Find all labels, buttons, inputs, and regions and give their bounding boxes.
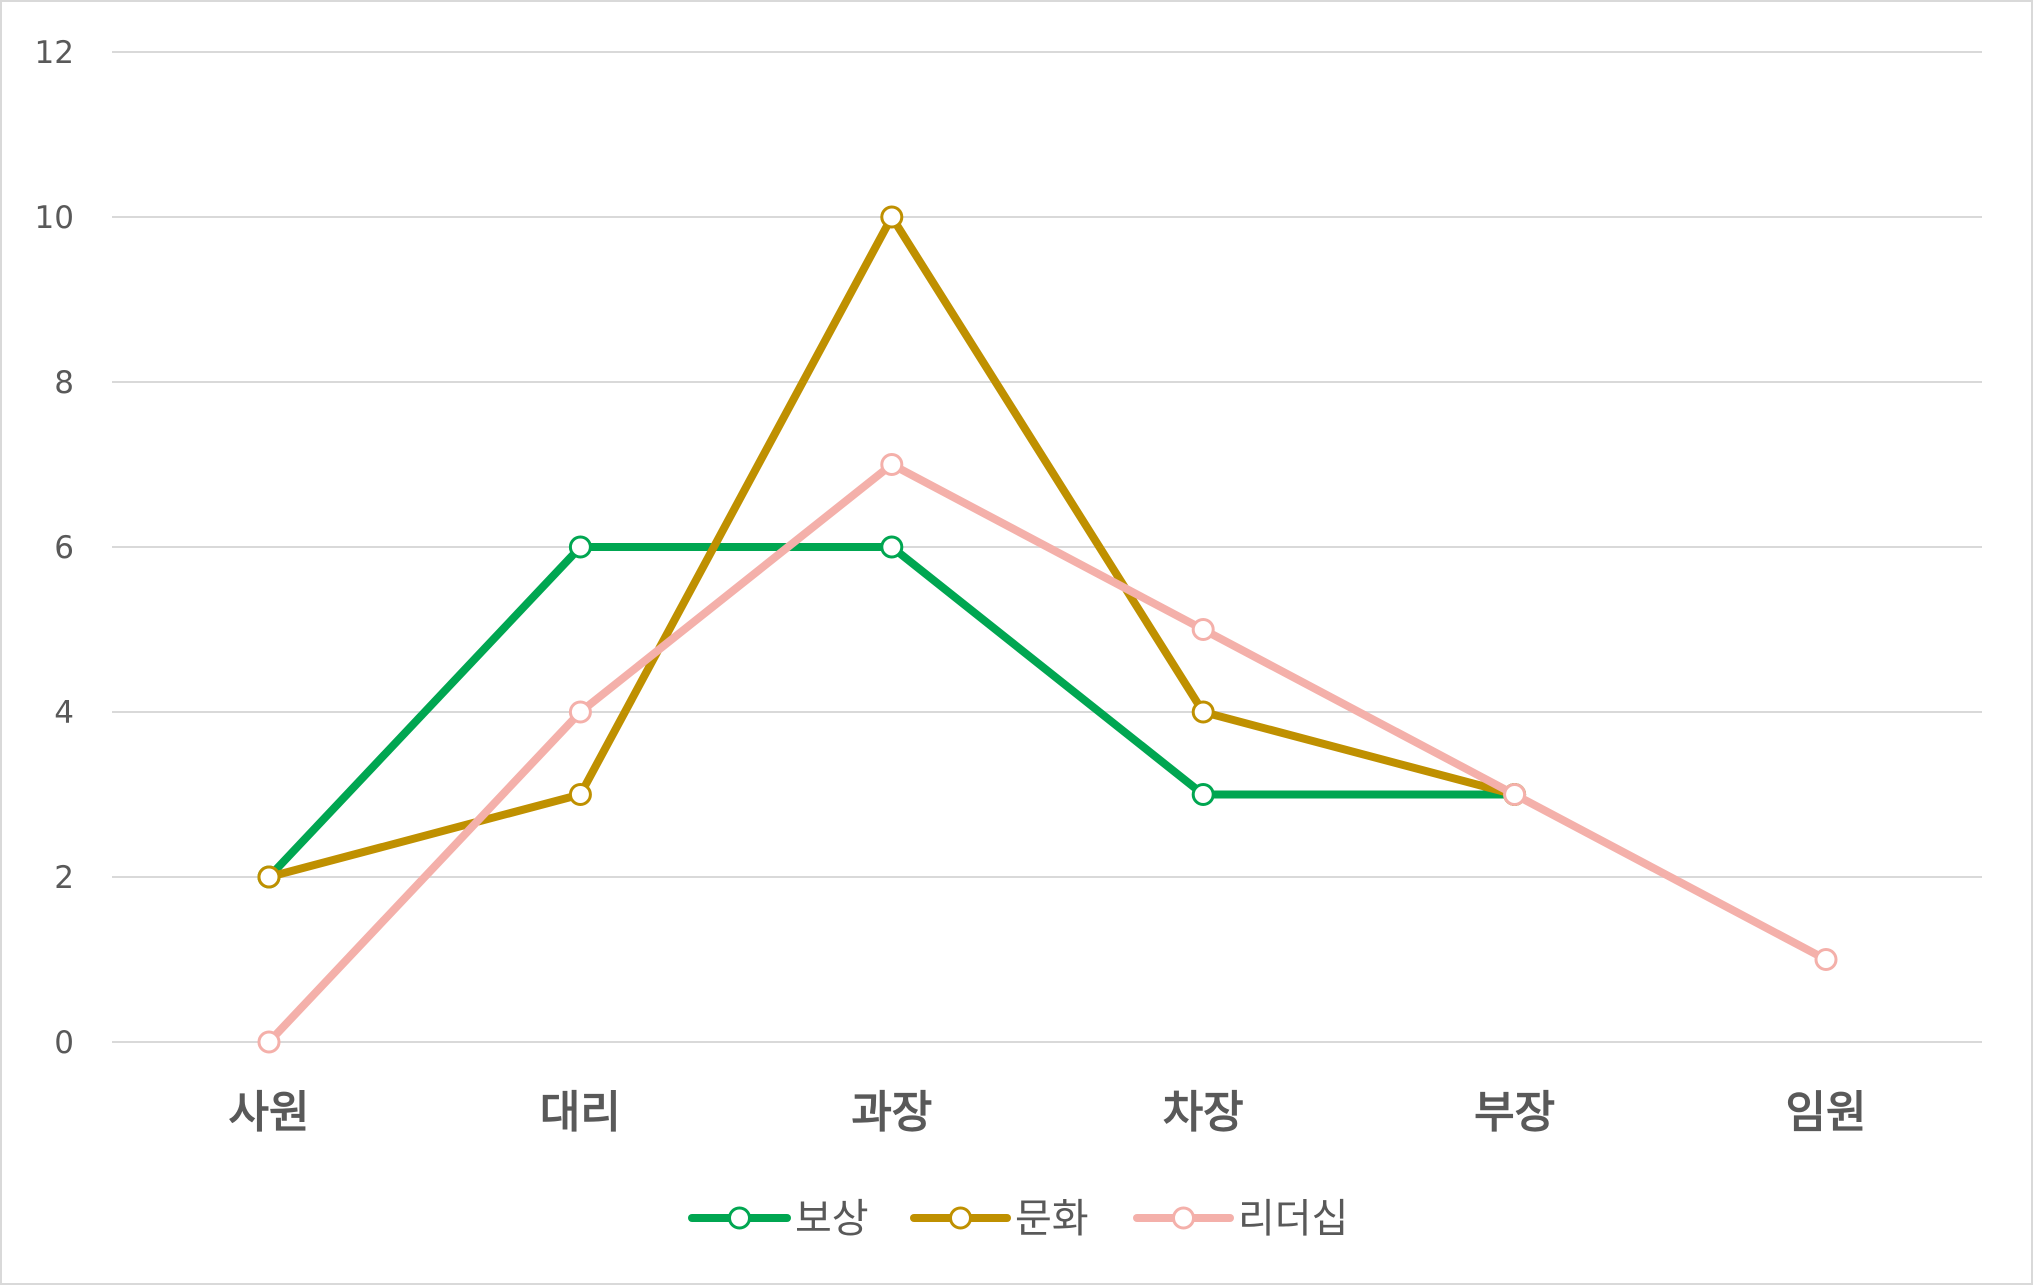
- x-tick-label: 임원: [1786, 1087, 1867, 1138]
- y-tick-label: 12: [35, 35, 74, 71]
- data-point: [880, 453, 904, 476]
- y-tick-label: 0: [54, 1025, 74, 1061]
- legend-marker: [728, 1206, 751, 1230]
- x-tick-label: 과장: [851, 1087, 932, 1138]
- data-point: [880, 205, 904, 229]
- y-tick-label: 10: [35, 200, 74, 236]
- legend-marker: [1172, 1206, 1195, 1230]
- legend-item: 보상: [688, 1196, 869, 1242]
- series-lines: [257, 205, 1838, 1054]
- data-point: [880, 535, 904, 559]
- series-line: [265, 460, 1830, 1046]
- data-point: [1814, 948, 1838, 971]
- data-point: [568, 700, 592, 724]
- data-point: [1191, 618, 1215, 641]
- y-tick-label: 8: [54, 365, 74, 401]
- legend-marker: [949, 1206, 972, 1230]
- legend-label: 보상: [795, 1196, 869, 1242]
- x-tick-label: 대리: [540, 1087, 621, 1138]
- legend-item: 문화: [910, 1196, 1089, 1242]
- series-2: [257, 453, 1838, 1054]
- data-point: [1191, 700, 1215, 724]
- x-axis-ticks: 사원 대리 과장 차장 부장 임원: [229, 1087, 1867, 1138]
- data-point: [257, 1030, 281, 1054]
- data-point: [568, 783, 592, 806]
- y-tick-label: 4: [54, 695, 74, 731]
- data-point: [257, 865, 281, 889]
- legend: 보상 문화 리더십: [688, 1196, 1348, 1242]
- x-tick-label: 사원: [229, 1087, 310, 1138]
- y-tick-label: 6: [54, 530, 74, 566]
- x-tick-label: 차장: [1163, 1087, 1244, 1138]
- y-tick-label: 2: [54, 860, 74, 896]
- legend-item: 리더십: [1133, 1196, 1348, 1242]
- data-point: [568, 535, 592, 559]
- legend-label: 문화: [1015, 1196, 1089, 1242]
- y-axis-ticks: 0 2 4 6 8 10 12: [35, 35, 74, 1061]
- data-point: [1191, 783, 1215, 806]
- x-tick-label: 부장: [1474, 1087, 1555, 1138]
- legend-label: 리더십: [1238, 1196, 1348, 1242]
- data-point: [1503, 783, 1527, 806]
